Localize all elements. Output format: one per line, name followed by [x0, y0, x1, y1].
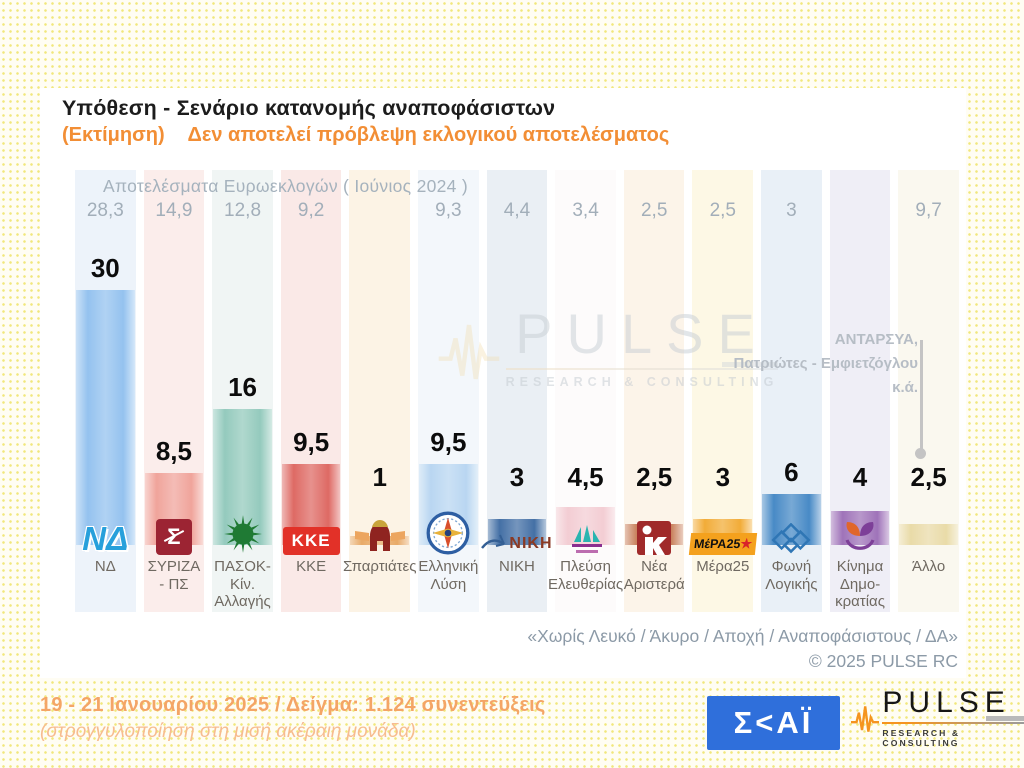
party-label-elliniki-lysi: Ελληνική Λύση	[418, 558, 479, 593]
page-title: Υπόθεση - Σενάριο κατανομής αναποφάσιστω…	[62, 96, 556, 120]
party-column-kinima-dimokratias: 4 Κίνημα Δημο- κρατίας	[829, 170, 891, 612]
poll-bar-foni-logikis	[762, 494, 821, 545]
plefsi-eleftherias-logo-icon	[555, 505, 616, 555]
euro-result-value: 14,9	[155, 200, 193, 221]
rounding-note: (στρογγυλοποίηση στη μισή ακέραιη μονάδα…	[40, 721, 416, 742]
euro-result-value: 12,8	[224, 200, 262, 221]
bar-value-label: 16	[228, 372, 257, 402]
kke-logo-icon: ΚΚΕ	[281, 505, 342, 555]
euro-result-value: 9,3	[435, 200, 462, 221]
page-subtitle: (Εκτίμηση) Δεν αποτελεί πρόβλεψη εκλογικ…	[62, 124, 669, 147]
kinima-dimokratias-logo-icon	[830, 505, 891, 555]
poll-bar-kinima-dimokratias	[830, 511, 890, 545]
euro-result-value: 9,7	[915, 200, 942, 221]
skai-logo: Σ<ΑΪ	[707, 696, 840, 750]
bar-value-label: 1	[372, 462, 387, 492]
methodology-note: «Χωρίς Λευκό / Άκυρο / Αποχή / Αναποφάσι…	[527, 626, 958, 646]
bar-value-label: 9,5	[293, 427, 330, 457]
bar-value-label: 2,5	[910, 462, 947, 492]
pulse-watermark: PULSE RESEARCH & CONSULTING	[432, 306, 784, 389]
party-column-pasok: 12,8 16 ΠΑΣΟΚ-Κίν. Αλλαγής	[212, 170, 273, 612]
poll-bar-allo	[899, 524, 958, 545]
party-column-niki: 4,4 3 ΝΙΚΗ ΝΙΚΗ	[481, 170, 552, 612]
annotation-line-1: ΑΝΤΑΡΣΥΑ,	[834, 331, 918, 348]
party-column-nd: 28,3 30 ΝΔ ΝΔ	[75, 170, 136, 612]
poll-bar-nd	[76, 290, 135, 545]
euro-result-value: 4,4	[503, 200, 531, 221]
bar-value-label: 8,5	[155, 436, 192, 466]
party-label-nd: ΝΔ	[94, 558, 116, 575]
party-column-mera25: 2,5 3 ΜέΡΑ25★ Μέρα25	[688, 170, 757, 612]
allo-annotation: ΑΝΤΑΡΣΥΑ, Πατριώτες - Εμφιετζόγλου κ.ά.	[734, 328, 919, 400]
bar-value-label: 2,5	[636, 462, 673, 492]
party-label-mera25: Μέρα25	[696, 558, 750, 575]
fieldwork-dates-sample: 19 - 21 Ιανουαρίου 2025 / Δείγμα: 1.124 …	[40, 694, 546, 716]
niki-logo-icon: ΝΙΚΗ	[481, 505, 552, 555]
syriza-logo-icon: Σ	[144, 505, 205, 555]
euro-result-value: 2,5	[640, 200, 668, 221]
euro-result-value: 3,4	[572, 200, 599, 221]
elliniki-lysi-logo-icon	[418, 505, 479, 555]
pulse-logo-tagline: RESEARCH & CONSULTING	[882, 728, 961, 748]
party-column-plefsi-eleftherias: 3,4 4,5 Πλεύση Ελευθερίας	[548, 170, 623, 612]
mera25-logo-icon: ΜέΡΑ25★	[688, 505, 757, 555]
party-label-pasok: ΠΑΣΟΚ-Κίν. Αλλαγής	[214, 558, 271, 611]
annotation-line-2: Πατριώτες - Εμφιετζόγλου	[733, 355, 919, 372]
chart-card: Υπόθεση - Σενάριο κατανομής αναποφάσιστω…	[40, 88, 966, 678]
euro-result-value: 2,5	[709, 200, 736, 221]
bar-value-label: 9,5	[430, 427, 467, 457]
pulse-logo: PULSE RESEARCH & CONSULTING	[851, 688, 1024, 748]
party-label-kinima-dimokratias: Κίνημα Δημο- κρατίας	[835, 558, 885, 611]
bar-value-label: 30	[90, 253, 120, 283]
heartbeat-icon	[851, 706, 880, 732]
euro-results-header: Αποτελέσματα Ευρωεκλογών ( Ιούνιος 2024 …	[103, 176, 468, 196]
watermark-tagline: RESEARCH & CONSULTING	[505, 375, 779, 389]
watermark-smallprint	[722, 362, 779, 367]
party-column-foni-logikis: 3 6 Φωνή Λογικής	[761, 170, 822, 612]
party-label-foni-logikis: Φωνή Λογικής	[765, 558, 818, 593]
party-column-kke: 9,2 9,5 ΚΚΕ ΚΚΕ	[280, 170, 342, 612]
nea-aristera-logo-icon	[624, 505, 685, 555]
foni-logikis-logo-icon	[761, 505, 822, 555]
pulse-logo-name: PULSE	[882, 686, 1011, 719]
party-label-spartiates: Σπαρτιάτες	[343, 558, 417, 575]
party-column-nea-aristera: 2,5 2,5 Νέα Αριστερά	[624, 170, 685, 612]
bar-value-label: 4,5	[567, 462, 604, 492]
party-column-elliniki-lysi: 9,3 9,5 Ελληνική Λύση	[418, 170, 479, 612]
annotation-pointer-dot	[915, 448, 926, 459]
skai-logo-text: Σ<ΑΪ	[733, 705, 814, 740]
watermark-name: PULSE	[515, 302, 769, 365]
annotation-line-3: κ.ά.	[892, 379, 918, 396]
party-label-niki: ΝΙΚΗ	[499, 558, 535, 575]
party-column-syriza: 14,9 8,5 Σ ΣΥΡΙΖΑ - ΠΣ	[143, 170, 205, 612]
euro-result-value: 9,2	[297, 200, 325, 221]
party-label-kke: ΚΚΕ	[296, 558, 327, 575]
party-column-spartiates: 1 Σπαρτιάτες	[343, 170, 416, 612]
subtitle-estimate: (Εκτίμηση)	[62, 124, 165, 146]
heartbeat-icon	[438, 324, 499, 380]
pulse-logo-smallprint	[986, 716, 1024, 721]
annotation-pointer-line	[920, 340, 923, 452]
nd-logo-icon: ΝΔ	[82, 520, 129, 557]
euro-result-value: 3	[786, 200, 797, 221]
party-column-allo: 9,7 2,5 Άλλο	[898, 170, 959, 612]
euro-result-value: 28,3	[86, 200, 124, 221]
party-label-allo: Άλλο	[912, 558, 946, 575]
bar-value-label: 3	[715, 462, 731, 492]
bar-value-label: 4	[852, 462, 868, 492]
party-label-plefsi-eleftherias: Πλεύση Ελευθερίας	[547, 558, 624, 593]
bar-value-label: 3	[509, 462, 525, 492]
bar-chart: 28,3 30 ΝΔ ΝΔ 14,9 8,5 Σ ΣΥΡΙΖΑ - ΠΣ 12,…	[75, 170, 959, 612]
bar-value-label: 6	[784, 457, 799, 487]
party-label-nea-aristera: Νέα Αριστερά	[623, 558, 685, 593]
subtitle-disclaimer: Δεν αποτελεί πρόβλεψη εκλογικού αποτελέσ…	[187, 124, 670, 146]
copyright-note: © 2025 PULSE RC	[808, 651, 958, 672]
chart-footnote: «Χωρίς Λευκό / Άκυρο / Αποχή / Αναποφάσι…	[527, 624, 958, 675]
pasok-logo-icon	[212, 505, 273, 555]
party-label-syriza: ΣΥΡΙΖΑ - ΠΣ	[147, 558, 201, 593]
spartiates-logo-icon	[349, 505, 410, 555]
